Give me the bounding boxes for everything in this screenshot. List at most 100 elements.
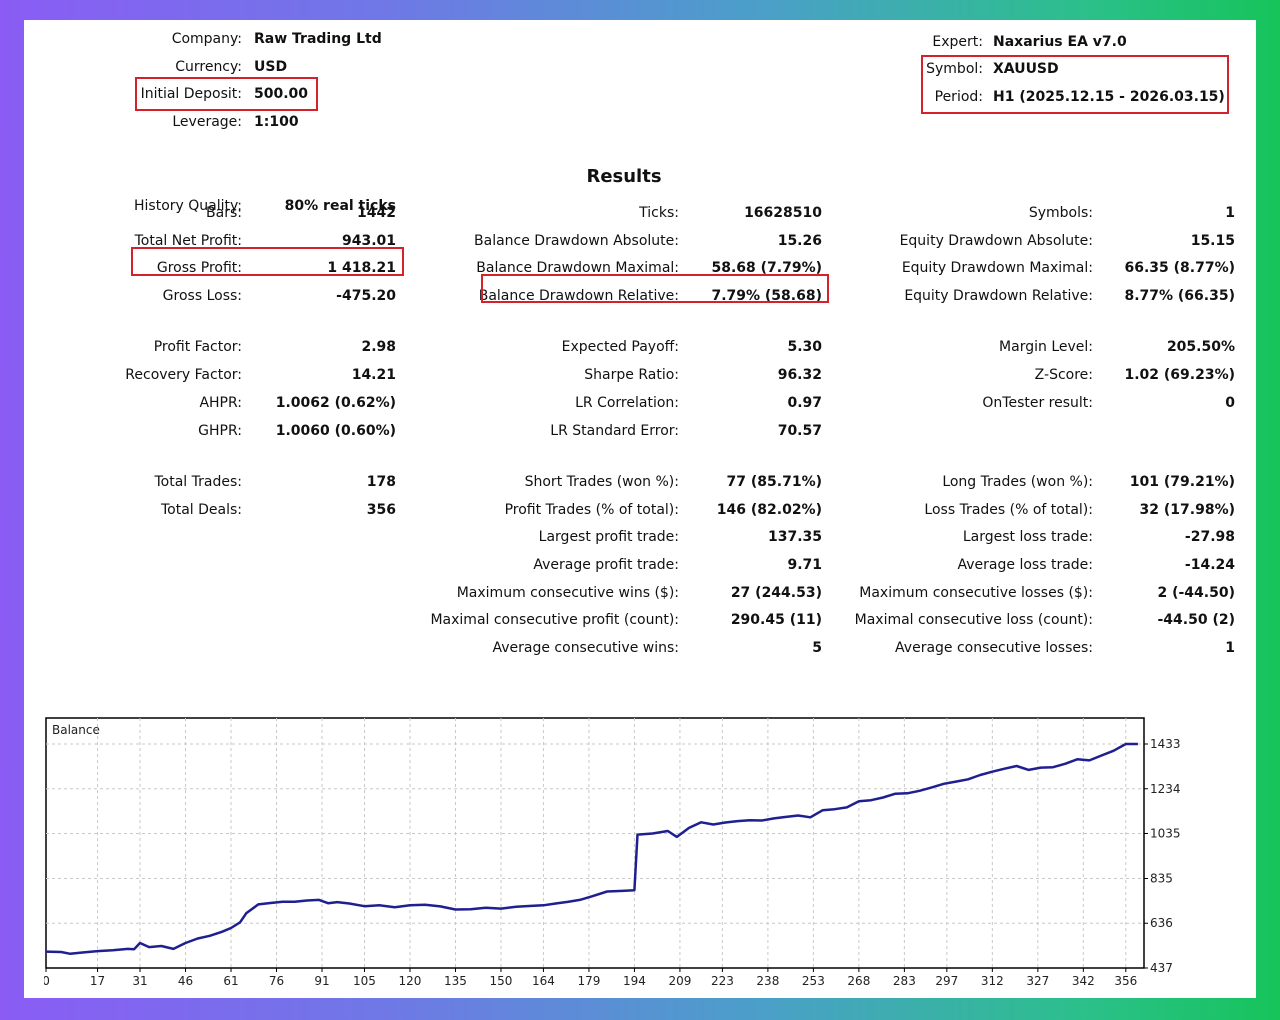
average-loss-trade-value: -14.24 xyxy=(1184,557,1235,573)
initial-deposit-label: Initial Deposit: xyxy=(140,86,242,102)
profit-trades-of-total-value: 146 (82.02%) xyxy=(716,502,822,518)
history-quality-value: 80% real ticks xyxy=(284,198,396,214)
x-tick-label: 194 xyxy=(623,974,646,988)
loss-trades-of-total-label: Loss Trades (% of total): xyxy=(924,502,1093,518)
symbol-value: XAUUSD xyxy=(993,61,1059,77)
average-profit-trade-value: 9.71 xyxy=(787,557,822,573)
y-tick-label: 1234 xyxy=(1150,782,1181,796)
ghpr-value: 1.0060 (0.60%) xyxy=(275,423,396,439)
x-tick-label: 297 xyxy=(935,974,958,988)
sharpe-ratio-label: Sharpe Ratio: xyxy=(584,367,679,383)
recovery-factor-value: 14.21 xyxy=(351,367,396,383)
total-net-profit-value: 943.01 xyxy=(341,233,396,249)
y-tick-label: 437 xyxy=(1150,961,1173,975)
x-tick-label: 31 xyxy=(132,974,147,988)
x-tick-label: 105 xyxy=(353,974,376,988)
x-tick-label: 312 xyxy=(981,974,1004,988)
x-tick-label: 76 xyxy=(269,974,284,988)
profit-trades-of-total-label: Profit Trades (% of total): xyxy=(504,502,679,518)
balance-drawdown-absolute-label: Balance Drawdown Absolute: xyxy=(474,233,679,249)
results-title: Results xyxy=(586,166,662,187)
largest-profit-trade-label: Largest profit trade: xyxy=(538,529,679,545)
equity-drawdown-maximal-label: Equity Drawdown Maximal: xyxy=(901,260,1093,276)
balance-line xyxy=(45,742,1138,956)
ahpr-value: 1.0062 (0.62%) xyxy=(275,395,396,411)
x-tick-label: 268 xyxy=(847,974,870,988)
expected-payoff-value: 5.30 xyxy=(787,339,822,355)
sharpe-ratio-value: 96.32 xyxy=(777,367,822,383)
average-profit-trade-label: Average profit trade: xyxy=(533,557,679,573)
bars-label: Bars: xyxy=(206,205,242,221)
x-tick-label: 342 xyxy=(1072,974,1095,988)
maximal-consecutive-loss-count-label: Maximal consecutive loss (count): xyxy=(854,612,1093,628)
symbol-period-highlight xyxy=(921,55,1229,114)
company-value: Raw Trading Ltd xyxy=(254,31,382,47)
ghpr-label: GHPR: xyxy=(198,423,242,439)
x-tick-label: 253 xyxy=(802,974,825,988)
y-tick-label: 636 xyxy=(1150,916,1173,930)
history-quality-label: History Quality: xyxy=(134,198,242,214)
recovery-factor-label: Recovery Factor: xyxy=(125,367,242,383)
chart-title: Balance xyxy=(52,723,100,737)
initial-deposit-highlight xyxy=(135,77,318,111)
total-net-profit-label: Total Net Profit: xyxy=(134,233,242,249)
long-trades-won-label: Long Trades (won %): xyxy=(942,474,1093,490)
period-value: H1 (2025.12.15 - 2026.03.15) xyxy=(993,89,1225,105)
ontester-result-label: OnTester result: xyxy=(982,395,1093,411)
plot-area xyxy=(45,717,1145,969)
expected-payoff-label: Expected Payoff: xyxy=(561,339,679,355)
equity-drawdown-relative-value: 8.77% (66.35) xyxy=(1124,288,1235,304)
x-tick-label: 356 xyxy=(1114,974,1137,988)
x-tick-label: 46 xyxy=(178,974,193,988)
gross-profit-value: 1 418.21 xyxy=(327,260,396,276)
balance-drawdown-maximal-highlight xyxy=(481,274,829,303)
total-trades-value: 178 xyxy=(366,474,396,490)
x-tick-label: 61 xyxy=(223,974,238,988)
lr-correlation-value: 0.97 xyxy=(787,395,822,411)
leverage-value: 1:100 xyxy=(254,114,299,130)
expert-label: Expert: xyxy=(932,34,983,50)
x-tick-label: 164 xyxy=(532,974,555,988)
x-tick-label: 209 xyxy=(668,974,691,988)
ticks-value: 16628510 xyxy=(744,205,822,221)
report-page: Company: Raw Trading Ltd Currency: USD I… xyxy=(24,20,1256,998)
company-label: Company: xyxy=(171,31,242,47)
total-trades-label: Total Trades: xyxy=(154,474,243,490)
balance-drawdown-maximal-value: 58.68 (7.79%) xyxy=(711,260,822,276)
total-deals-label: Total Deals: xyxy=(160,502,242,518)
largest-loss-trade-label: Largest loss trade: xyxy=(962,529,1093,545)
x-tick-label: 0 xyxy=(44,974,50,988)
equity-drawdown-maximal-value: 66.35 (8.77%) xyxy=(1124,260,1235,276)
largest-profit-trade-value: 137.35 xyxy=(767,529,822,545)
balance-drawdown-relative-value: 7.79% (58.68) xyxy=(711,288,822,304)
gross-profit-label: Gross Profit: xyxy=(156,260,242,276)
short-trades-won-label: Short Trades (won %): xyxy=(524,474,679,490)
lr-standard-error-value: 70.57 xyxy=(777,423,822,439)
average-consecutive-wins-value: 5 xyxy=(812,640,822,656)
balance-drawdown-absolute-value: 15.26 xyxy=(777,233,822,249)
x-tick-label: 91 xyxy=(314,974,329,988)
equity-drawdown-absolute-label: Equity Drawdown Absolute: xyxy=(899,233,1093,249)
maximum-consecutive-wins-label: Maximum consecutive wins ($): xyxy=(456,585,679,601)
lr-standard-error-label: LR Standard Error: xyxy=(550,423,679,439)
total-net-profit-highlight xyxy=(131,247,404,276)
balance-chart: Balance 0 17 31 46 61 76 91 105 120 135 150 164 179 19… xyxy=(44,716,1224,996)
currency-value: USD xyxy=(254,59,288,75)
maximum-consecutive-losses-label: Maximum consecutive losses ($): xyxy=(859,585,1093,601)
x-tick-label: 135 xyxy=(444,974,467,988)
leverage-label: Leverage: xyxy=(172,114,242,130)
balance-drawdown-relative-label: Balance Drawdown Relative: xyxy=(478,288,679,304)
largest-loss-trade-value: -27.98 xyxy=(1184,529,1235,545)
symbols-value: 1 xyxy=(1225,205,1235,221)
profit-factor-label: Profit Factor: xyxy=(153,339,242,355)
balance-chart-svg: Balance 0 17 31 46 61 76 91 105 120 135 150 164 179 19… xyxy=(44,717,1181,988)
expert-value: Naxarius EA v7.0 xyxy=(993,34,1127,50)
x-tick-label: 120 xyxy=(399,974,422,988)
z-score-value: 1.02 (69.23%) xyxy=(1124,367,1235,383)
gross-loss-value: -475.20 xyxy=(336,288,396,304)
maximum-consecutive-wins-value: 27 (244.53) xyxy=(730,585,822,601)
maximum-consecutive-losses-value: 2 (-44.50) xyxy=(1157,585,1235,601)
ontester-result-value: 0 xyxy=(1225,395,1235,411)
loss-trades-of-total-value: 32 (17.98%) xyxy=(1139,502,1235,518)
total-deals-value: 356 xyxy=(366,502,396,518)
